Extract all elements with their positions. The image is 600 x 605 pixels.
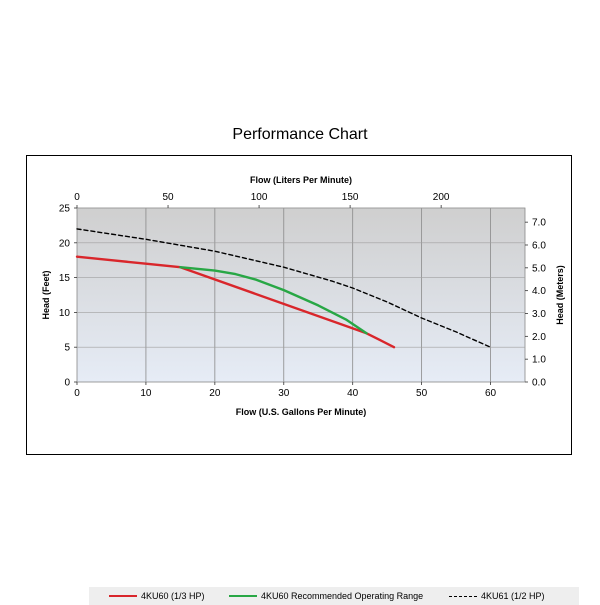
legend-swatch-red-line: [109, 595, 137, 597]
series-lines: [75, 228, 492, 349]
x-tick-label: 50: [416, 388, 428, 399]
y-tick-label: 20: [59, 238, 71, 249]
y-right-tick-label: 7.0: [532, 218, 546, 229]
x-axis-title: Flow (U.S. Gallons Per Minute): [236, 407, 367, 417]
x-tick-label: 0: [74, 388, 80, 399]
y-tick-label: 15: [59, 273, 71, 284]
x-top-tick-label: 200: [433, 192, 450, 203]
x-top-tick-label: 50: [162, 192, 174, 203]
legend-swatch-dashed-line: [449, 595, 477, 597]
legend-item-4ku60-range: 4KU60 Recommended Operating Range: [229, 587, 423, 605]
grid-lines: [77, 207, 525, 382]
y-right-tick-label: 1.0: [532, 355, 546, 366]
performance-chart: 0 10 20 30 40 50 60 0 50 100 150 200 0 5 10 15 20 25 0.0 1.…: [41, 175, 565, 417]
series-line-4ku61: [76, 228, 492, 348]
y-right-tick-label: 4.0: [532, 286, 546, 297]
legend-label: 4KU61 (1/2 HP): [481, 591, 545, 601]
y-axis-title: Head (Feet): [41, 270, 51, 319]
legend-item-4ku60: 4KU60 (1/3 HP): [109, 587, 205, 605]
y-right-tick-label: 3.0: [532, 309, 546, 320]
x-top-tick-label: 150: [342, 192, 359, 203]
chart-frame: 0 10 20 30 40 50 60 0 50 100 150 200 0 5 10 15 20 25 0.0 1.…: [26, 155, 579, 605]
x-top-tick-label: 0: [74, 192, 80, 203]
x-top-tick-label: 100: [251, 192, 268, 203]
y-tick-label: 25: [59, 204, 71, 215]
axes: 0 10 20 30 40 50 60 0 50 100 150 200 0 5 10 15 20 25 0.0 1.…: [59, 192, 546, 399]
x-tick-label: 30: [278, 388, 290, 399]
x-tick-label: 40: [347, 388, 359, 399]
y-tick-label: 5: [64, 343, 70, 354]
x-tick-label: 60: [485, 388, 497, 399]
x-tick-label: 20: [209, 388, 221, 399]
legend-label: 4KU60 (1/3 HP): [141, 591, 205, 601]
y-right-tick-label: 6.0: [532, 240, 546, 251]
y-right-axis-title: Head (Meters): [555, 265, 565, 325]
legend-swatch-green-line: [229, 595, 257, 597]
page-title: Performance Chart: [232, 126, 368, 143]
y-tick-label: 0: [64, 378, 70, 389]
y-right-tick-label: 5.0: [532, 263, 546, 274]
series-line-4ku60-range: [179, 266, 368, 335]
x-tick-label: 10: [140, 388, 152, 399]
legend-label: 4KU60 Recommended Operating Range: [261, 591, 424, 601]
legend-item-4ku61: 4KU61 (1/2 HP): [449, 587, 545, 605]
chart-legend: 4KU60 (1/3 HP) 4KU60 Recommended Operati…: [89, 587, 579, 605]
y-tick-label: 10: [59, 308, 71, 319]
y-right-tick-label: 0.0: [532, 378, 546, 389]
y-right-tick-label: 2.0: [532, 332, 546, 343]
plot-area: [76, 207, 526, 383]
x-top-axis-title: Flow (Liters Per Minute): [250, 175, 352, 185]
